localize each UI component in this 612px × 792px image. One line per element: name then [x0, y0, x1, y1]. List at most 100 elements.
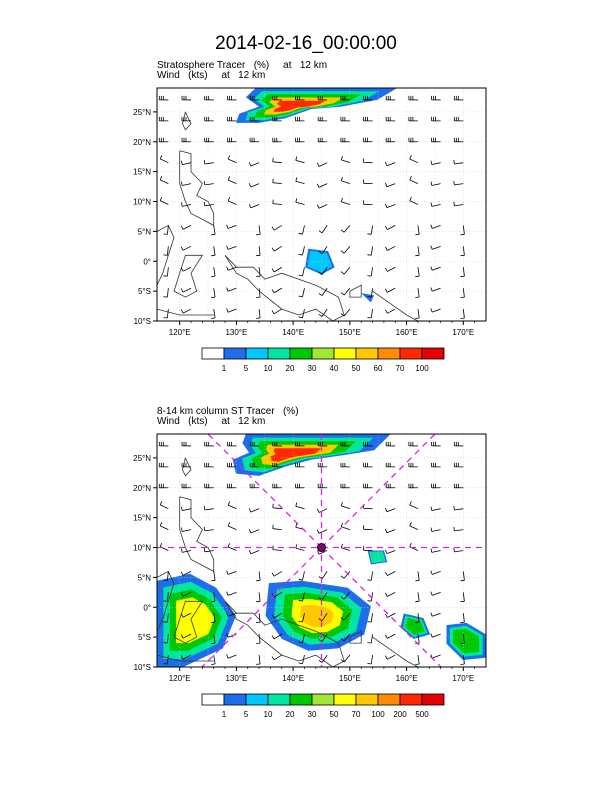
wind-barb — [363, 462, 373, 468]
wind-barb — [367, 571, 373, 581]
wind-barb — [409, 155, 419, 164]
wind-barb — [204, 441, 214, 447]
wind-barb — [203, 547, 214, 553]
wind-barb — [298, 634, 305, 644]
wind-barb — [408, 137, 418, 143]
wind-barb — [271, 571, 283, 577]
coastline — [349, 630, 362, 644]
wind-barb — [340, 246, 351, 254]
wind-barb — [340, 612, 351, 621]
wind-barb — [158, 483, 169, 489]
y-tick-label: 5°S — [138, 633, 151, 642]
colorbar-label: 30 — [308, 710, 317, 719]
wind-barb — [226, 483, 237, 489]
wind-barb — [163, 655, 169, 665]
colorbar-box — [355, 347, 379, 360]
wind-barb — [204, 483, 214, 489]
colorbar-box — [245, 693, 269, 706]
wind-barb — [367, 288, 373, 298]
colorbar-box — [421, 693, 445, 706]
colorbar-label: 100 — [415, 364, 429, 373]
wind-barb — [453, 547, 464, 553]
coastline — [157, 570, 175, 632]
wind-barb — [363, 200, 373, 205]
wind-barb — [256, 592, 261, 603]
wind-barb — [318, 225, 328, 234]
wind-barb — [367, 592, 373, 602]
wind-barb — [318, 633, 328, 642]
colorbar-label: 50 — [330, 710, 339, 719]
coastline — [179, 496, 215, 573]
y-tick-label: 0° — [143, 257, 151, 266]
wind-barb — [340, 225, 351, 233]
wind-barb — [363, 441, 373, 447]
colorbar-label: 30 — [308, 364, 317, 373]
wind-barb — [318, 246, 328, 255]
wind-barb — [211, 246, 216, 257]
wind-barb — [226, 266, 237, 271]
wind-barb — [226, 245, 237, 250]
wind-barb — [181, 137, 192, 143]
wind-barb — [272, 524, 282, 530]
wind-barb — [181, 181, 192, 186]
wind-barb — [431, 137, 441, 143]
wind-barb — [385, 483, 396, 489]
wind-barb — [430, 287, 441, 292]
colorbar-label: 70 — [396, 364, 405, 373]
tracer-region — [307, 251, 333, 273]
wind-barb — [248, 183, 260, 188]
wind-barb — [204, 137, 214, 143]
colorbar-label: 10 — [264, 710, 273, 719]
wind-barb — [316, 183, 328, 188]
wind-barb — [203, 180, 214, 186]
colorbar-box — [377, 693, 401, 706]
wind-barb — [408, 462, 418, 468]
colorbar-box — [311, 347, 335, 360]
wind-barb — [460, 592, 465, 603]
wind-barb — [317, 137, 328, 143]
y-tick-label: 10°S — [134, 317, 151, 326]
wind-barb — [256, 613, 261, 623]
wind-barb — [256, 655, 261, 665]
wind-barb — [272, 462, 282, 468]
coastline — [372, 636, 419, 667]
wind-barb — [460, 634, 465, 644]
colorbar-label: 20 — [286, 364, 295, 373]
wind-barb — [409, 522, 419, 530]
tracer-region — [273, 100, 326, 112]
wind-barb — [460, 309, 465, 319]
colorbar-box — [201, 693, 225, 706]
wind-barb — [340, 176, 350, 184]
x-tick-label: 120°E — [169, 328, 191, 337]
wind-barb — [227, 501, 237, 510]
x-tick-label: 170°E — [452, 328, 474, 337]
coastline — [182, 457, 192, 477]
wind-barb — [460, 613, 465, 624]
wind-barb — [256, 288, 261, 298]
wind-barb — [163, 309, 169, 319]
wind-barb — [159, 196, 169, 205]
wind-barb — [385, 245, 396, 251]
tracer-region — [405, 617, 425, 635]
panel-2-map: 120°E 130°E 140°E 150°E 160°E 170°E 25°N 20°N 15… — [133, 433, 487, 683]
wind-barb — [430, 633, 441, 638]
wind-barb — [226, 591, 237, 596]
wind-barb — [409, 176, 419, 184]
wind-barb — [158, 441, 169, 447]
wind-barb — [271, 245, 283, 252]
dashed-line — [207, 434, 322, 548]
tracer-region — [176, 597, 215, 644]
wind-barb — [316, 508, 328, 513]
wind-barb — [385, 549, 396, 554]
colorbar-label: 20 — [286, 710, 295, 719]
wind-barb — [318, 571, 328, 580]
wind-barb — [211, 613, 216, 624]
wind-barb — [163, 267, 169, 277]
wind-barb — [163, 288, 169, 298]
wind-barb — [295, 198, 305, 205]
wind-barb — [226, 612, 237, 617]
wind-barb — [248, 529, 260, 534]
wind-barb — [385, 203, 396, 208]
wind-barb — [408, 95, 418, 101]
wind-barb — [415, 246, 420, 257]
